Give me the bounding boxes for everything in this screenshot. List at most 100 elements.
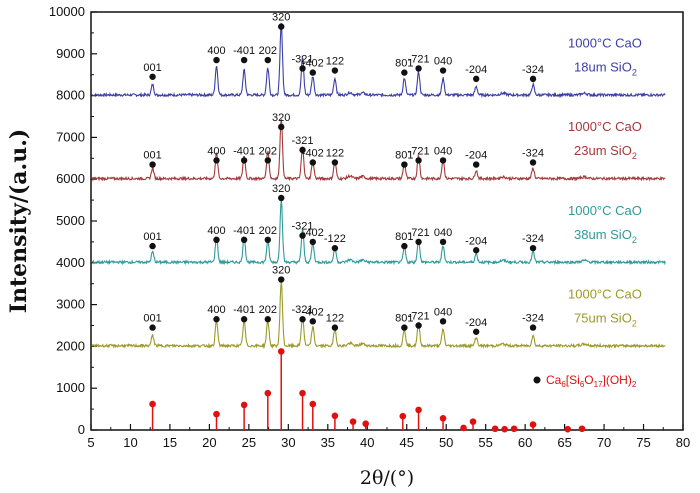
peak-label: -721 [408,145,430,157]
reference-stem-marker [299,389,306,397]
x-tick-label: 10 [123,435,137,450]
x-tick-label: 45 [399,435,413,450]
peak-marker [264,157,272,164]
series-legend-size-text: 18um SiO [574,60,632,75]
peak-marker [213,56,220,64]
reference-stem-marker [149,400,156,408]
x-axis-ticks: 5 10 15 20 25 30 35 40 45 50 55 60 65 70 75 80 [87,424,690,450]
series-legend-subscript: 2 [632,235,637,245]
peak-label: 001 [143,231,161,243]
peak-marker [299,232,306,239]
peak-marker [264,236,272,244]
reference-stem-marker [309,400,317,408]
peak-marker [439,67,447,74]
peak-label: 801 [395,58,413,70]
peak-label: 320 [272,112,290,124]
x-tick-label: 20 [202,435,216,450]
peak-label: -321 [292,53,314,65]
x-tick-label: 40 [360,435,374,450]
reference-stem-marker [399,412,407,420]
reference-stem-marker [277,348,285,355]
x-tick-label: 35 [321,435,335,450]
series-legend-size-text: 75um SiO [574,310,632,325]
peak-label: -122 [324,233,346,245]
series-legend-title: 1000°C CaO [568,36,642,51]
x-tick-label: 5 [87,435,94,450]
reference-stem-marker [439,414,447,422]
y-tick-label: 3000 [56,297,85,312]
peak-marker [240,157,248,164]
peak-marker [472,247,480,254]
x-tick-label: 65 [557,435,571,450]
peak-label: -721 [408,311,430,323]
peak-marker [213,236,220,244]
reference-stem-marker [469,418,477,425]
y-axis-title: Intensity/(a.u.) [6,129,32,314]
reference-stem-marker [529,421,537,428]
formula-text: [Si [566,373,580,387]
reference-stem-marker [501,425,508,433]
peak-label: -721 [408,53,430,65]
reference-stem-marker [362,420,369,428]
series-legend-subscript: 2 [632,318,637,328]
series-legend-size: 23um SiO2 [574,143,637,161]
peak-label: 400 [207,225,225,237]
peak-marker [278,194,285,202]
series-legend-size: 75um SiO2 [574,310,637,328]
y-tick-label: 7000 [56,129,85,144]
series-legend-size-text: 38um SiO [574,227,632,242]
peak-label: -402 [302,306,324,318]
reference-stem-marker [264,389,272,397]
peak-marker [309,159,317,166]
peak-marker [213,316,220,323]
reference-layer [149,348,586,433]
y-tick-label: 1000 [56,380,85,395]
peak-marker [415,322,422,329]
peak-marker [240,236,248,244]
x-tick-label: 70 [597,435,611,450]
x-axis-title: 2θ/(°) [360,467,414,489]
peak-marker [331,159,339,166]
reference-stem-marker [240,401,248,409]
peak-marker [264,316,272,323]
peak-marker [401,242,408,250]
peak-marker [309,318,317,325]
peak-marker [472,161,480,168]
peak-marker [299,65,306,72]
peak-marker [439,318,447,325]
peak-marker [149,161,156,168]
reference-stem-marker [349,418,357,425]
y-tick-label: 4000 [56,255,85,270]
peak-label: -324 [522,64,544,76]
series-legend-size-text: 23um SiO [574,143,632,158]
peak-label: -324 [522,233,544,245]
peak-label: -204 [465,235,487,247]
series-legend-title: 1000°C CaO [568,119,642,134]
peak-marker [331,67,339,74]
peak-label: 122 [326,313,344,325]
formula-subscript: 2 [632,380,637,389]
peak-label: -402 [302,147,324,159]
reference-stem-marker [331,412,339,420]
peak-marker [149,324,156,331]
peak-label: 320 [272,265,290,277]
peak-label: -324 [522,147,544,159]
peak-label: -321 [292,221,314,233]
peak-marker [278,23,285,30]
peak-marker [401,161,408,168]
x-tick-label: 30 [281,435,295,450]
peak-label: 202 [259,45,277,57]
series-line [91,280,666,350]
formula-text: ](OH) [603,373,632,387]
peak-label: 001 [143,313,161,325]
formula-text: O [584,373,593,387]
peak-label: 400 [207,45,225,57]
peak-label: -204 [465,150,487,162]
peak-label: 400 [207,145,225,157]
peak-label: -321 [292,135,314,147]
peak-label: 400 [207,304,225,316]
peak-marker [309,69,317,76]
peak-label: -204 [465,317,487,329]
